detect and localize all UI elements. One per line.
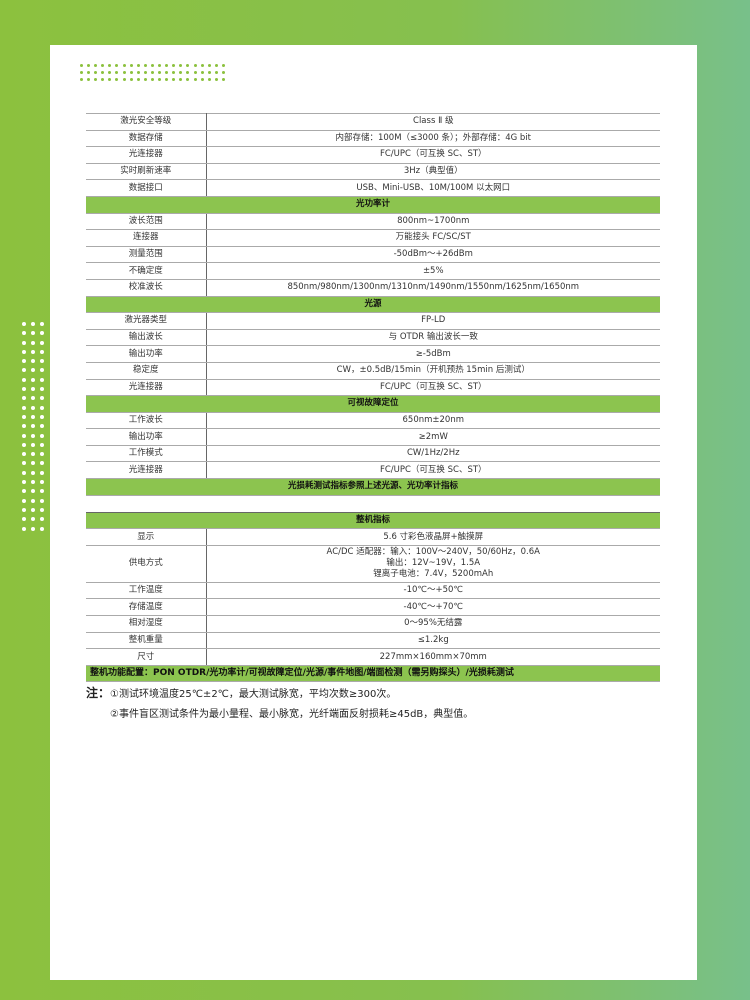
spec-label: 显示 <box>86 528 207 546</box>
table-row: 供电方式 AC/DC 适配器：输入：100V～240V，50/60Hz，0.6A 输… <box>86 544 660 583</box>
section-header: 光损耗测试指标参照上述光源、光功率计指标 <box>86 478 660 496</box>
spec-value: ≥-5dBm <box>206 345 660 363</box>
spec-table: 激光安全等级 Class Ⅱ 级数据存储 内部存储：100M（≤3000 条）；外部… <box>86 113 660 683</box>
spec-value: FC/UPC（可互换 SC、ST） <box>206 461 660 480</box>
table-row: 尺寸 227mm×160mm×70mm <box>86 648 660 666</box>
section-title: 光损耗测试指标参照上述光源、光功率计指标 <box>86 478 660 496</box>
spec-label: 实时刷新速率 <box>86 162 207 181</box>
spec-label: 工作波长 <box>86 411 207 430</box>
section-header: 光源 <box>86 295 660 314</box>
section-title: 光功率计 <box>86 195 660 214</box>
spec-label: 输出功率 <box>86 428 207 446</box>
table-row: 激光安全等级 Class Ⅱ 级 <box>86 113 660 131</box>
spec-value: FC/UPC（可互换 SC、ST） <box>206 146 660 164</box>
table-row: 校准波长 850nm/980nm/1300nm/1310nm/1490nm/155… <box>86 278 660 297</box>
table-row: 输出功率 ≥2mW <box>86 428 660 446</box>
section-title: 光源 <box>86 295 660 314</box>
section-header: 光功率计 <box>86 195 660 214</box>
spec-label: 数据存储 <box>86 129 207 148</box>
spec-label: 激光器类型 <box>86 312 207 330</box>
spec-value: 650nm±20nm <box>206 411 660 430</box>
spec-value: Class Ⅱ 级 <box>206 113 660 131</box>
spec-value: USB、Mini-USB、10M/100M 以太网口 <box>206 179 660 197</box>
spec-value: 内部存储：100M（≤3000 条）；外部存储：4G bit <box>206 129 660 148</box>
spec-value: FP-LD <box>206 312 660 330</box>
table-row: 显示 5.6 寸彩色液晶屏+触摸屏 <box>86 528 660 546</box>
spec-value: 227mm×160mm×70mm <box>206 648 660 666</box>
note-1: 注：①测试环境温度25℃±2℃，最大测试脉宽，平均次数≥300次。 <box>86 686 397 700</box>
spec-label: 光连接器 <box>86 146 207 164</box>
spec-value: ±5% <box>206 262 660 280</box>
section-header: 整机功能配置：PON OTDR/光功率计/可视故障定位/光源/事件地图/端面检测… <box>86 664 660 683</box>
spec-value: -10℃～+50℃ <box>206 581 660 600</box>
spec-value: FC/UPC（可互换 SC、ST） <box>206 378 660 397</box>
table-row: 工作波长 650nm±20nm <box>86 411 660 430</box>
spec-value: -50dBm～+26dBm <box>206 245 660 264</box>
spec-label: 校准波长 <box>86 278 207 297</box>
spec-value: CW，±0.5dB/15min（开机预热 15min 后测试） <box>206 361 660 380</box>
table-row: 工作温度 -10℃～+50℃ <box>86 581 660 600</box>
spec-value: 3Hz（典型值） <box>206 162 660 181</box>
spec-label: 相对湿度 <box>86 615 207 633</box>
section-title: 可视故障定位 <box>86 395 660 413</box>
spec-value: AC/DC 适配器：输入：100V～240V，50/60Hz，0.6A 输出：12… <box>206 544 660 583</box>
spec-label: 工作温度 <box>86 581 207 600</box>
table-row: 输出波长与 OTDR 输出波长一致 <box>86 328 660 347</box>
decorative-dots <box>80 64 229 85</box>
note-2: ②事件盲区测试条件为最小量程、最小脉宽，光纤端面反射损耗≥45dB，典型值。 <box>110 709 474 720</box>
spec-value: 5.6 寸彩色液晶屏+触摸屏 <box>206 528 660 546</box>
table-row: 工作模式 CW/1Hz/2Hz <box>86 444 660 463</box>
spec-label: 供电方式 <box>86 544 207 583</box>
section-title: 整机功能配置：PON OTDR/光功率计/可视故障定位/光源/事件地图/端面检测… <box>86 664 660 683</box>
spec-value: 800nm~1700nm <box>206 212 660 231</box>
decorative-dots-white <box>22 322 49 536</box>
spec-label: 输出波长 <box>86 328 207 347</box>
spec-label: 波长范围 <box>86 212 207 231</box>
table-row: 不确定度 ±5% <box>86 262 660 280</box>
spec-label: 存储温度 <box>86 598 207 617</box>
spec-label: 激光安全等级 <box>86 113 207 131</box>
table-row: 数据存储 内部存储：100M（≤3000 条）；外部存储：4G bit <box>86 129 660 148</box>
spec-label: 连接器 <box>86 229 207 247</box>
spec-value: -40℃～+70℃ <box>206 598 660 617</box>
table-row: 光连接器 FC/UPC（可互换 SC、ST） <box>86 461 660 480</box>
section-title: 整机指标 <box>86 511 660 530</box>
table-row: 测量范围 -50dBm～+26dBm <box>86 245 660 264</box>
table-row: 整机重量 ≤1.2kg <box>86 631 660 650</box>
table-row: 存储温度 -40℃～+70℃ <box>86 598 660 617</box>
table-row: 激光器类型 FP-LD <box>86 312 660 330</box>
spec-label: 数据接口 <box>86 179 207 197</box>
spec-label: 不确定度 <box>86 262 207 280</box>
table-row: 数据接口 USB、Mini-USB、10M/100M 以太网口 <box>86 179 660 197</box>
table-row: 输出功率 ≥-5dBm <box>86 345 660 363</box>
table-row: 光连接器 FC/UPC（可互换 SC、ST） <box>86 146 660 164</box>
spec-label: 测量范围 <box>86 245 207 264</box>
spec-label: 尺寸 <box>86 648 207 666</box>
section-header: 可视故障定位 <box>86 395 660 413</box>
spec-value: 850nm/980nm/1300nm/1310nm/1490nm/1550nm/… <box>206 278 660 297</box>
spec-value: 万能接头 FC/SC/ST <box>206 229 660 247</box>
spec-value: ≤1.2kg <box>206 631 660 650</box>
spec-label: 光连接器 <box>86 378 207 397</box>
spec-value: CW/1Hz/2Hz <box>206 444 660 463</box>
spec-value: ≥2mW <box>206 428 660 446</box>
table-row: 相对湿度 0～95%无结露 <box>86 615 660 633</box>
table-row: 波长范围 800nm~1700nm <box>86 212 660 231</box>
table-row: 连接器 万能接头 FC/SC/ST <box>86 229 660 247</box>
spec-value: 与 OTDR 输出波长一致 <box>206 328 660 347</box>
spec-label: 光连接器 <box>86 461 207 480</box>
spec-label: 稳定度 <box>86 361 207 380</box>
table-row: 实时刷新速率 3Hz（典型值） <box>86 162 660 181</box>
spec-label: 输出功率 <box>86 345 207 363</box>
section-header: 整机指标 <box>86 511 660 530</box>
table-row: 光连接器 FC/UPC（可互换 SC、ST） <box>86 378 660 397</box>
spec-label: 整机重量 <box>86 631 207 650</box>
notes: 注：①测试环境温度25℃±2℃，最大测试脉宽，平均次数≥300次。 ②事件盲区测… <box>86 684 473 726</box>
spec-value: 0～95%无结露 <box>206 615 660 633</box>
spec-label: 工作模式 <box>86 444 207 463</box>
table-row: 稳定度 CW，±0.5dB/15min（开机预热 15min 后测试） <box>86 361 660 380</box>
